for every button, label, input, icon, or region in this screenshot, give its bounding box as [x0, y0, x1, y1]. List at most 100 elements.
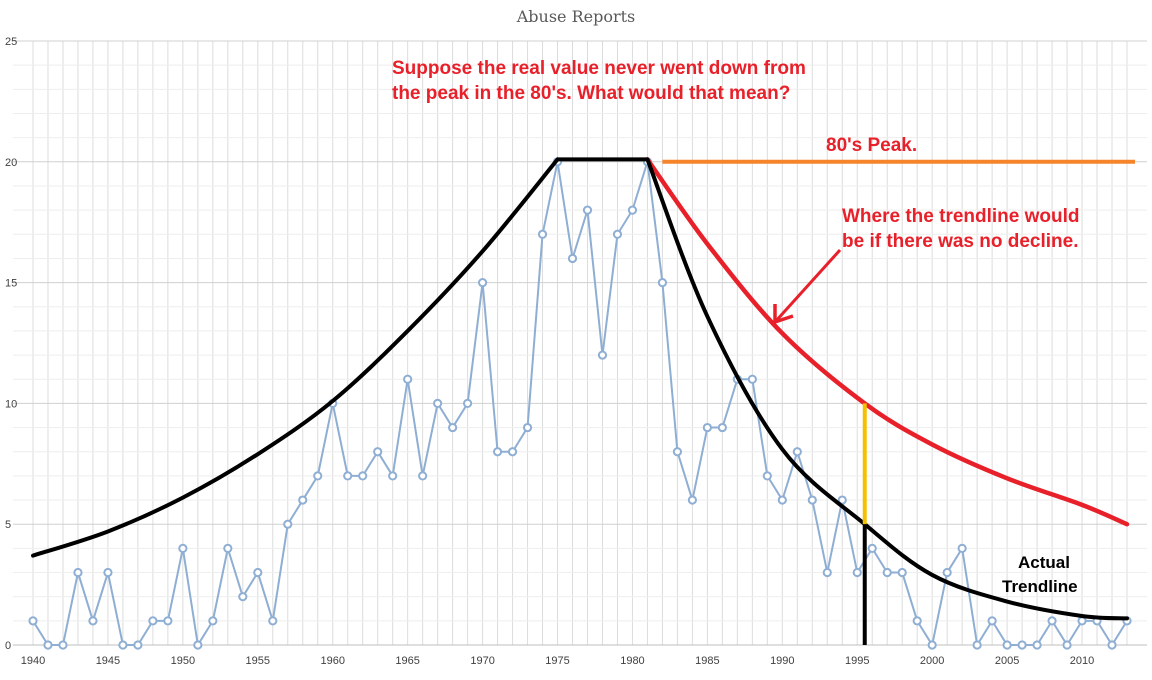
x-tick-label: 1950: [171, 655, 195, 667]
y-tick-label: 25: [5, 36, 17, 48]
x-tick-label: 1965: [395, 655, 419, 667]
question-annotation-line-1: Suppose the real value never went down f…: [392, 58, 806, 79]
actual-trendline-rise: [31, 157, 560, 558]
series-point: [28, 616, 38, 626]
series-point: [148, 616, 158, 626]
peak-annotation: 80's Peak.: [826, 135, 917, 156]
series-point: [717, 422, 727, 433]
series-point: [238, 592, 248, 602]
series-point: [852, 567, 862, 578]
x-tick-label: 1995: [845, 655, 869, 667]
series-point: [957, 543, 967, 553]
series-point: [463, 398, 473, 408]
overlay-layer: [31, 157, 1135, 645]
series-point: [268, 616, 278, 626]
x-tick-label: 2005: [995, 655, 1019, 667]
x-tick-label: 1990: [770, 655, 794, 667]
y-tick-label: 5: [5, 519, 11, 531]
x-tick-label: 1955: [246, 655, 270, 667]
actual-trend-annotation-line-2: Trendline: [1002, 577, 1078, 596]
series-point: [43, 640, 53, 650]
series-point: [807, 495, 817, 505]
series-point: [927, 640, 937, 650]
no-decline-trendline: [645, 157, 1130, 527]
series-point: [283, 519, 293, 529]
series-point: [792, 447, 802, 457]
series-point: [702, 422, 712, 433]
series-point: [223, 543, 233, 553]
series-point: [388, 471, 398, 481]
actual-trend-annotation-line-1: Actual: [1018, 553, 1070, 572]
series-point: [507, 447, 518, 457]
series-point: [897, 567, 907, 578]
series-point: [837, 495, 847, 505]
series-point: [942, 567, 952, 578]
x-tick-label: 1985: [695, 655, 719, 667]
series-point: [987, 616, 997, 626]
series-point: [537, 229, 548, 239]
series-point: [358, 471, 368, 481]
series-point: [882, 567, 892, 578]
series-point: [103, 567, 113, 578]
series-point: [672, 447, 683, 457]
series-point: [1062, 640, 1072, 650]
series-point: [747, 374, 757, 384]
y-tick-label: 20: [5, 157, 17, 169]
x-tick-label: 1975: [545, 655, 569, 667]
series-point: [567, 253, 578, 264]
series-point: [133, 640, 143, 650]
series-point: [193, 640, 203, 650]
series-point: [253, 567, 263, 578]
series-point: [208, 616, 218, 626]
series-line: [32, 161, 1128, 648]
question-annotation-line-2: the peak in the 80's. What would that me…: [392, 83, 790, 104]
series-point: [522, 422, 533, 433]
chart-title: Abuse Reports: [516, 7, 636, 26]
series-point: [1047, 616, 1057, 626]
series-point: [418, 471, 428, 481]
series-point: [762, 471, 772, 481]
series-point: [178, 543, 188, 553]
series-point: [163, 616, 173, 626]
y-tick-label: 10: [5, 398, 17, 410]
series-point: [403, 374, 413, 384]
x-tick-label: 1945: [96, 655, 120, 667]
series-point: [118, 640, 128, 650]
series-point: [1107, 640, 1117, 650]
x-tick-label: 1940: [21, 655, 45, 667]
y-tick-label: 0: [5, 640, 11, 652]
series-point: [448, 422, 458, 433]
series-point: [477, 278, 488, 288]
series-point: [582, 205, 593, 215]
series-point: [343, 471, 353, 481]
series-point: [88, 616, 98, 626]
series-point: [1017, 640, 1027, 650]
x-tick-label: 1960: [320, 655, 344, 667]
series-point: [73, 567, 83, 578]
series-point: [433, 398, 443, 408]
annotation-layer: Suppose the real value never went down f…: [392, 58, 1080, 596]
series-point: [1032, 640, 1042, 650]
x-tick-label: 2000: [920, 655, 944, 667]
x-tick-label: 1970: [470, 655, 494, 667]
series-point: [612, 229, 623, 239]
series-point: [912, 616, 922, 626]
series-point: [657, 278, 668, 288]
annotation-arrow-head: [773, 304, 794, 325]
series-point: [597, 350, 608, 360]
series-point: [687, 495, 697, 505]
series-point: [373, 447, 383, 457]
series-point: [627, 205, 638, 215]
no-decline-annotation-line-1: Where the trendline would: [842, 206, 1080, 227]
series-point: [867, 543, 877, 553]
series-point: [313, 471, 323, 481]
series-layer: [28, 157, 1132, 650]
series-point: [822, 567, 832, 578]
series-point: [298, 495, 308, 505]
x-tick-label: 1980: [620, 655, 644, 667]
series-point: [777, 495, 787, 505]
series-point: [1002, 640, 1012, 650]
annotation-arrow: [773, 248, 842, 325]
